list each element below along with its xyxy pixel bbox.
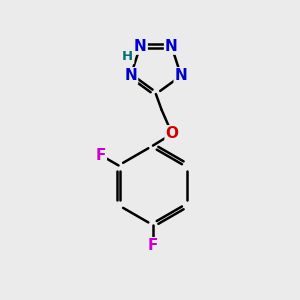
Text: N: N [175,68,188,83]
Text: N: N [165,39,178,54]
Text: H: H [122,50,133,63]
Text: O: O [166,126,178,141]
Text: N: N [124,68,137,83]
Text: F: F [95,148,106,163]
Text: N: N [134,39,147,54]
Text: F: F [148,238,158,253]
